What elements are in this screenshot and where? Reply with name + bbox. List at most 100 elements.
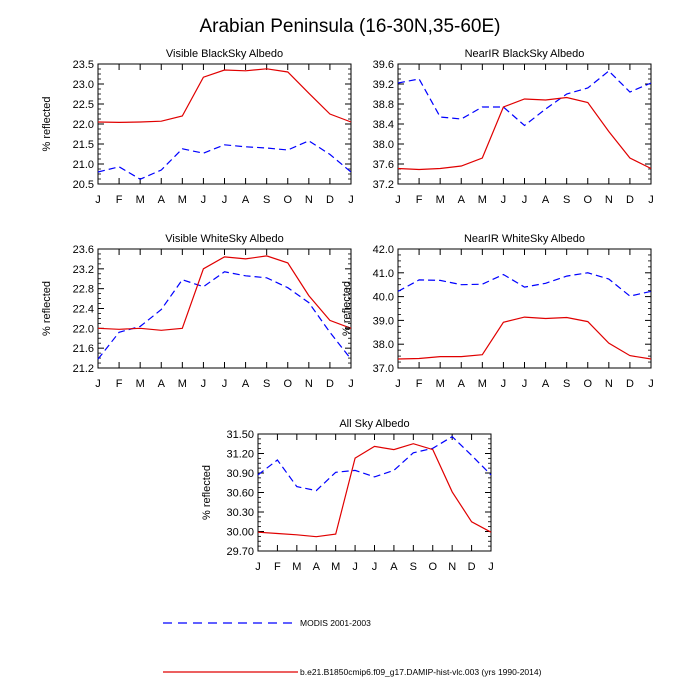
x-tick-label: J [95,378,101,390]
x-tick-label: A [390,561,398,573]
y-tick-label: 31.50 [226,429,254,441]
y-tick-label: 40.0 [373,292,394,304]
y-tick-label: 38.8 [373,99,394,111]
panel-1: Visible BlackSky Albedo % reflected 20.5 21… [41,48,354,206]
x-tick-label: S [563,378,570,390]
x-tick-label: M [178,378,187,390]
x-tick-label: S [410,561,417,573]
y-tick-label: 21.6 [73,343,94,355]
panel-4: NearIR WhiteSky Albedo % reflected 37.0 38.… [341,233,654,390]
y-tick-label: 22.8 [73,284,94,296]
x-tick-label: A [313,561,321,573]
y-tick-label: 37.6 [373,159,394,171]
x-tick-label: J [348,194,354,206]
y-tick-label: 22.5 [73,99,94,111]
x-tick-label: J [395,378,401,390]
x-tick-label: J [501,378,507,390]
y-tick-label: 21.0 [73,159,94,171]
legend-model-label: b.e21.B1850cmip6.f09_g17.DAMIP-hist-vlc.… [300,667,542,677]
x-tick-label: D [326,378,334,390]
x-tick-label: J [648,194,654,206]
panel-title: Visible WhiteSky Albedo [165,233,283,245]
x-tick-label: S [263,194,270,206]
plot-frame [97,63,352,185]
x-tick-label: N [605,378,613,390]
x-tick-label: J [222,194,228,206]
panel-title: All Sky Albedo [339,418,409,430]
x-tick-label: M [136,378,145,390]
y-tick-label: 21.5 [73,139,94,151]
x-tick-label: J [648,378,654,390]
x-tick-label: J [488,561,494,573]
x-tick-label: J [395,194,401,206]
x-tick-label: N [305,378,313,390]
y-tick-label: 21.2 [73,363,94,375]
plot-frame [397,248,652,369]
y-tick-label: 20.5 [73,179,94,191]
y-axis-label: % reflected [341,281,353,336]
x-tick-label: J [201,194,207,206]
x-tick-label: F [416,194,423,206]
series-line-modis [257,435,492,492]
x-tick-label: F [116,378,123,390]
panel-title: Visible BlackSky Albedo [166,48,283,60]
y-tick-label: 23.0 [73,79,94,91]
x-tick-label: F [274,561,281,573]
x-tick-label: A [458,378,466,390]
x-tick-label: O [428,561,437,573]
y-tick-label: 37.0 [373,363,394,375]
x-tick-label: A [158,378,166,390]
x-tick-label: M [436,378,445,390]
y-tick-label: 23.2 [73,264,94,276]
y-tick-label: 23.5 [73,59,94,71]
y-tick-label: 30.90 [226,468,254,480]
panel-title: NearIR BlackSky Albedo [465,48,585,60]
y-tick-label: 39.6 [373,59,394,71]
x-tick-label: A [242,378,250,390]
y-tick-label: 38.4 [373,119,394,131]
y-tick-label: 23.6 [73,244,94,256]
x-tick-label: M [178,194,187,206]
figure-title: Arabian Peninsula (16-30N,35-60E) [199,16,500,37]
x-tick-label: F [416,378,423,390]
y-tick-label: 39.2 [373,79,394,91]
x-tick-label: O [583,194,592,206]
panel-title: NearIR WhiteSky Albedo [464,233,585,245]
series-line-modis [397,70,652,127]
y-tick-label: 39.0 [373,315,394,327]
x-tick-label: A [542,378,550,390]
x-tick-label: J [522,378,528,390]
x-tick-label: A [542,194,550,206]
x-tick-label: O [283,194,292,206]
x-tick-label: J [352,561,358,573]
y-tick-label: 30.30 [226,507,254,519]
x-tick-label: D [326,194,334,206]
x-tick-label: A [242,194,250,206]
y-axis-label: % reflected [41,96,53,151]
x-tick-label: J [222,378,228,390]
series-line-modis [97,140,352,180]
x-tick-label: J [522,194,528,206]
y-tick-label: 38.0 [373,339,394,351]
x-tick-label: N [305,194,313,206]
y-axis-label: % reflected [41,281,53,336]
plot-frame [397,63,652,185]
series-line-model [397,316,652,360]
series-line-modis [397,272,652,297]
y-tick-label: 29.70 [226,546,254,558]
y-tick-label: 41.0 [373,268,394,280]
x-tick-label: A [458,194,466,206]
series-line-model [397,96,652,171]
panel-3: Visible WhiteSky Albedo % reflected 21.2 21… [41,233,354,390]
legend: MODIS 2001-2003 b.e21.B1850cmip6.f09_g17… [163,618,542,677]
x-tick-label: J [255,561,261,573]
y-tick-label: 22.4 [73,304,94,316]
x-tick-label: J [372,561,378,573]
y-tick-label: 42.0 [373,244,394,256]
y-tick-label: 22.0 [73,323,94,335]
panel-5: All Sky Albedo % reflected 29.70 30.00 30.30… [201,418,494,573]
x-tick-label: J [348,378,354,390]
x-tick-label: J [201,378,207,390]
x-tick-label: O [283,378,292,390]
